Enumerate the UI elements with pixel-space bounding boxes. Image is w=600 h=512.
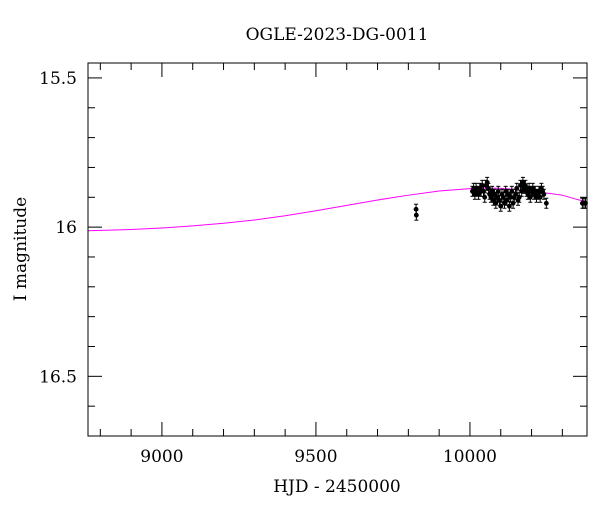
y-axis-label: I magnitude xyxy=(11,197,31,301)
plot-frame xyxy=(87,62,588,437)
data-point xyxy=(498,203,504,209)
data-point xyxy=(495,188,501,194)
y-tick-label: 15.5 xyxy=(39,69,77,89)
axis-ticks: 9000 9500 10000 15.5 16 16.5 xyxy=(39,63,587,467)
y-tick-label: 16.5 xyxy=(39,367,77,387)
x-tick-label: 9500 xyxy=(294,447,337,467)
data-point xyxy=(506,203,512,209)
x-tick-label: 9000 xyxy=(140,447,183,467)
plot-area xyxy=(87,176,588,232)
data-point xyxy=(413,212,419,218)
chart-title: OGLE-2023-DG-0011 xyxy=(246,25,429,45)
data-point xyxy=(482,194,488,200)
data-point xyxy=(514,185,520,191)
x-axis-label: HJD - 2450000 xyxy=(273,477,401,497)
x-tick-label: 10000 xyxy=(443,447,497,467)
data-point xyxy=(537,194,543,200)
data-point xyxy=(516,194,522,200)
y-tick-label: 16 xyxy=(55,218,77,238)
data-point xyxy=(543,200,549,206)
data-point xyxy=(541,191,547,197)
data-point xyxy=(509,188,515,194)
